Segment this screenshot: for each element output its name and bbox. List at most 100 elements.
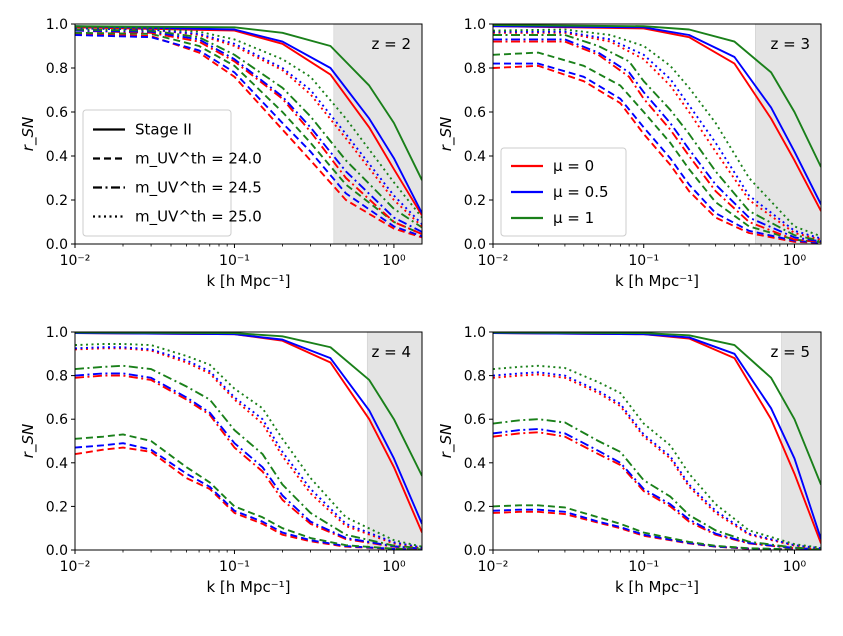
series-group xyxy=(493,332,821,550)
x-tick-label: 10⁻² xyxy=(60,253,91,269)
y-tick-label: 1.0 xyxy=(46,17,68,33)
y-tick-label: 0.8 xyxy=(46,61,68,77)
shaded-region xyxy=(366,331,423,551)
series-line-blue-solid xyxy=(493,25,821,205)
series-line-red-dashed xyxy=(493,510,821,550)
x-tick-label: 10⁻² xyxy=(478,253,509,269)
series-line-blue-dashed xyxy=(493,508,821,550)
y-tick-label: 0.2 xyxy=(46,499,68,515)
x-axis-label: k [h Mpc⁻¹] xyxy=(206,272,290,290)
y-tick-label: 0.0 xyxy=(464,237,486,253)
series-line-green-dotted xyxy=(493,28,821,238)
series-line-blue-solid xyxy=(75,332,422,525)
y-tick-label: 0.4 xyxy=(464,149,486,165)
legend-label: Stage II xyxy=(135,121,192,139)
series-line-red-dashdot xyxy=(493,40,821,243)
legend-box xyxy=(500,147,627,237)
panel-bottom-right: 0.0 0.2 0.4 0.6 0.8 1.0 10⁻² 10⁻¹ 10⁰ k [h Mpc⁻¹]… xyxy=(437,325,822,596)
series-line-blue-dotted xyxy=(493,371,821,550)
y-tick-label: 0.8 xyxy=(46,369,68,385)
legend-box xyxy=(82,109,232,237)
legend-label: m_UV^th = 25.0 xyxy=(135,208,262,227)
shaded-region xyxy=(755,23,822,245)
x-tick-label: 10⁰ xyxy=(382,253,406,269)
series-line-red-dashed xyxy=(493,64,821,244)
series-line-green-solid xyxy=(493,24,821,168)
series-line-green-dashed xyxy=(75,433,422,550)
x-axis-label: k [h Mpc⁻¹] xyxy=(615,272,699,290)
x-axis-label: k [h Mpc⁻¹] xyxy=(206,578,290,596)
series-line-green-dashdot xyxy=(75,364,422,550)
legend: μ = 0 μ = 0.5 μ = 1 xyxy=(500,147,627,237)
series-line-red-dotted xyxy=(493,373,821,550)
y-tick-label: 0.4 xyxy=(46,149,68,165)
series-group xyxy=(75,25,422,239)
y-tick-label: 0.2 xyxy=(464,193,486,209)
y-tick-label: 0.2 xyxy=(46,193,68,209)
series-line-red-dashdot xyxy=(75,29,422,235)
y-tick-label: 0.8 xyxy=(464,369,486,385)
series-line-blue-dotted xyxy=(75,27,422,225)
panel-top-right: 0.0 0.2 0.4 0.6 0.8 1.0 10⁻² 10⁻¹ 10⁰ k [h Mpc⁻¹]… xyxy=(437,17,822,290)
x-tick-label: 10⁻¹ xyxy=(628,559,659,575)
series-line-blue-dashdot xyxy=(493,428,821,550)
series-line-blue-dashed xyxy=(75,34,422,238)
series-line-green-solid xyxy=(493,332,821,485)
series-line-blue-dotted xyxy=(493,30,821,240)
series-group xyxy=(493,24,821,244)
legend-label: μ = 0.5 xyxy=(553,183,609,201)
series-line-blue-dashdot xyxy=(75,372,422,550)
axes-frame xyxy=(74,23,423,245)
panel-bottom-left: 0.0 0.2 0.4 0.6 0.8 1.0 10⁻² 10⁻¹ 10⁰ k [h Mpc⁻¹]… xyxy=(19,325,423,596)
series-line-blue-dashdot xyxy=(75,29,422,233)
series-line-green-dotted xyxy=(75,26,422,219)
series-line-blue-dashdot xyxy=(493,38,821,243)
legend-label: m_UV^th = 24.0 xyxy=(135,150,262,169)
y-tick-label: 0.0 xyxy=(46,543,68,559)
x-tick-label: 10⁻¹ xyxy=(628,253,659,269)
series-line-red-dashdot xyxy=(493,431,821,550)
y-tick-label: 0.2 xyxy=(464,499,486,515)
y-tick-label: 0.6 xyxy=(46,412,68,428)
y-tick-label: 1.0 xyxy=(464,325,486,341)
series-line-red-dotted xyxy=(75,27,422,228)
x-axis-label: k [h Mpc⁻¹] xyxy=(615,578,699,596)
y-tick-label: 0.4 xyxy=(464,456,486,472)
axes-frame xyxy=(492,23,822,245)
redshift-label: z = 5 xyxy=(770,343,810,361)
series-line-green-dashdot xyxy=(75,28,422,229)
x-tick-label: 10⁻² xyxy=(478,559,509,575)
x-tick-label: 10⁰ xyxy=(783,559,807,575)
series-line-green-dotted xyxy=(75,343,422,548)
series-line-green-dashed xyxy=(493,51,821,244)
y-tick-label: 0.8 xyxy=(464,61,486,77)
legend-label: μ = 0 xyxy=(553,157,594,175)
y-tick-label: 1.0 xyxy=(46,325,68,341)
x-tick-label: 10⁰ xyxy=(382,559,406,575)
series-line-green-dashed xyxy=(493,504,821,550)
legend-label: m_UV^th = 24.5 xyxy=(135,179,262,198)
y-tick-label: 0.0 xyxy=(46,237,68,253)
y-tick-label: 0.6 xyxy=(46,105,68,121)
series-line-green-solid xyxy=(75,25,422,181)
x-tick-label: 10⁻² xyxy=(60,559,91,575)
series-line-green-dotted xyxy=(493,364,821,549)
y-tick-label: 0.0 xyxy=(464,543,486,559)
series-line-green-dashed xyxy=(75,31,422,235)
legend: Stage II m_UV^th = 24.0 m_UV^th = 24.5 m_UV… xyxy=(82,109,262,237)
y-axis-label: r_SN xyxy=(19,424,38,458)
series-line-blue-dashed xyxy=(493,62,821,244)
y-axis-label: r_SN xyxy=(437,424,456,458)
series-line-red-dotted xyxy=(493,31,821,241)
y-tick-label: 0.4 xyxy=(46,456,68,472)
axes-frame xyxy=(74,331,423,551)
redshift-label: z = 4 xyxy=(371,343,411,361)
series-line-green-dashdot xyxy=(493,34,821,242)
x-tick-label: 10⁰ xyxy=(783,253,807,269)
series-line-blue-solid xyxy=(493,332,821,540)
redshift-label: z = 3 xyxy=(770,35,810,53)
legend-label: μ = 1 xyxy=(553,209,594,227)
series-line-green-solid xyxy=(75,332,422,477)
series-line-red-solid xyxy=(75,26,422,216)
